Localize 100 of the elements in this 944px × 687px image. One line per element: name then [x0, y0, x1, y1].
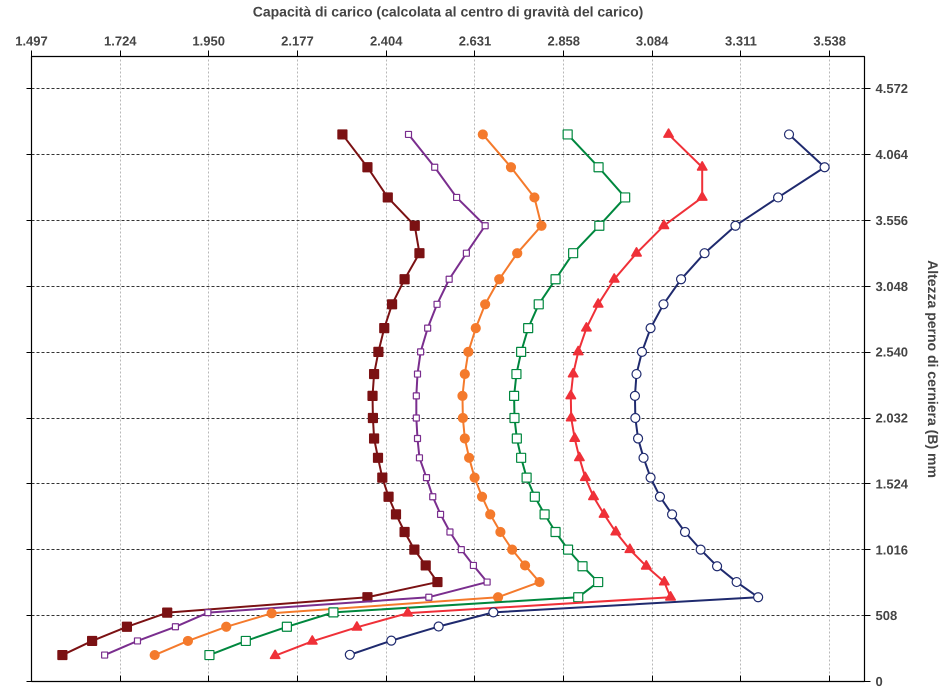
point — [696, 544, 706, 555]
y-tick-label: 1.524 — [876, 476, 909, 492]
point — [680, 526, 690, 538]
point — [182, 636, 194, 646]
point — [630, 390, 640, 401]
point — [562, 544, 574, 555]
point — [470, 562, 478, 570]
y-tick-label: 2.032 — [876, 410, 908, 426]
point — [436, 510, 444, 518]
point — [351, 620, 362, 631]
y-tick-label: 1.016 — [876, 542, 908, 558]
point — [386, 636, 396, 646]
point — [382, 192, 393, 203]
point — [377, 472, 388, 483]
point — [598, 508, 610, 518]
point — [495, 526, 506, 538]
point — [482, 222, 489, 230]
point — [368, 368, 380, 380]
point — [676, 274, 686, 284]
point — [488, 607, 498, 618]
point — [434, 621, 444, 632]
point — [446, 528, 454, 536]
y-tick-label: 4.572 — [876, 81, 908, 96]
point — [390, 509, 402, 520]
y-tick-label: 4.064 — [876, 147, 909, 162]
point — [87, 636, 98, 646]
point — [508, 390, 520, 401]
point — [568, 248, 578, 258]
point — [402, 606, 414, 617]
point — [383, 492, 394, 502]
x-tick-label: 3.084 — [636, 34, 670, 48]
x-tick-label: 3.538 — [813, 34, 846, 48]
point — [588, 490, 600, 500]
point — [150, 650, 160, 660]
point — [368, 412, 378, 424]
point — [636, 346, 648, 357]
point — [101, 651, 108, 659]
point — [410, 220, 420, 231]
point — [414, 370, 422, 378]
point — [566, 412, 577, 422]
y-tick-label: 2.540 — [876, 344, 908, 360]
point — [645, 323, 656, 334]
point — [593, 576, 604, 588]
point — [610, 526, 622, 536]
point — [512, 433, 522, 444]
point — [432, 576, 443, 588]
y-tick-label: 508 — [876, 608, 898, 624]
y-tick-label: 0 — [876, 674, 883, 687]
x-tick-label: 1.724 — [104, 34, 138, 48]
point — [640, 560, 652, 570]
point — [409, 544, 420, 555]
x-tick-label: 2.404 — [370, 34, 404, 48]
point — [638, 452, 649, 463]
point — [712, 561, 722, 572]
point — [666, 509, 678, 520]
point — [550, 274, 561, 284]
point — [608, 272, 620, 283]
point — [516, 452, 526, 463]
x-tick-label: 1.950 — [192, 34, 225, 48]
point — [539, 509, 550, 520]
point — [492, 592, 504, 602]
point — [460, 433, 470, 444]
point — [204, 650, 215, 660]
point — [594, 220, 604, 231]
point — [696, 160, 708, 171]
x-tick-label: 3.311 — [725, 34, 757, 48]
point — [820, 162, 830, 172]
x-tick-label: 1.497 — [15, 34, 48, 48]
point — [658, 576, 670, 586]
point — [572, 346, 584, 356]
point — [485, 509, 496, 520]
point — [568, 368, 579, 378]
point — [632, 433, 644, 444]
point — [204, 609, 212, 616]
point — [662, 128, 674, 138]
point — [565, 389, 576, 400]
point — [509, 412, 520, 424]
point — [530, 492, 540, 502]
point — [372, 452, 384, 463]
point — [328, 607, 339, 618]
point — [507, 544, 518, 555]
point — [422, 474, 430, 482]
point — [522, 472, 532, 483]
point — [399, 274, 410, 284]
point — [580, 322, 592, 332]
y-tick-label: 3.048 — [876, 278, 908, 294]
point — [446, 276, 453, 283]
point — [664, 590, 676, 601]
point — [429, 493, 436, 500]
point — [431, 164, 438, 171]
point — [730, 220, 741, 231]
point — [240, 636, 251, 646]
point — [658, 299, 669, 310]
point — [453, 194, 460, 202]
point — [516, 346, 526, 357]
point — [373, 346, 384, 357]
point — [362, 162, 373, 172]
point — [534, 299, 544, 310]
point — [476, 492, 488, 502]
point — [470, 323, 481, 334]
